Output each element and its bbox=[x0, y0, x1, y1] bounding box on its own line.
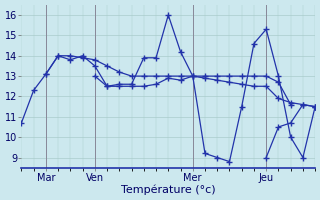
X-axis label: Température (°c): Température (°c) bbox=[121, 185, 216, 195]
